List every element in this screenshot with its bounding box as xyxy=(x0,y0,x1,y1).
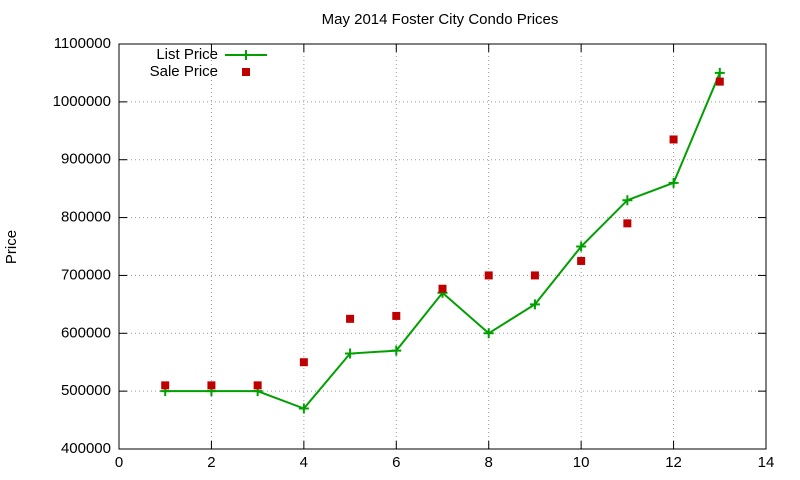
y-tick-label: 1000000 xyxy=(53,93,111,110)
x-tick-label: 6 xyxy=(392,454,400,471)
point-marker xyxy=(668,177,679,188)
y-tick-label: 400000 xyxy=(61,440,111,457)
y-tick-label: 900000 xyxy=(61,151,111,168)
y-tick-label: 600000 xyxy=(61,324,111,341)
y-tick-label: 500000 xyxy=(61,382,111,399)
x-tick-label: 2 xyxy=(207,454,215,471)
plot-frame xyxy=(118,43,767,450)
y-tick-label: 700000 xyxy=(61,266,111,283)
x-tick-label: 12 xyxy=(665,454,682,471)
point-marker xyxy=(207,381,216,390)
point-marker xyxy=(484,271,493,280)
legend-swatch xyxy=(241,50,251,60)
point-marker xyxy=(392,311,401,320)
point-marker xyxy=(529,299,540,310)
point-marker xyxy=(714,67,725,78)
point-marker xyxy=(161,381,170,390)
legend-swatch xyxy=(242,68,250,76)
x-tick-label: 0 xyxy=(115,454,123,471)
point-marker xyxy=(299,358,308,367)
point-marker xyxy=(253,381,262,390)
x-tick-label: 4 xyxy=(300,454,308,471)
y-tick-label: 1100000 xyxy=(54,35,111,52)
chart-title: May 2014 Foster City Condo Prices xyxy=(322,11,559,28)
legend-label: Sale Price xyxy=(150,63,218,80)
point-marker xyxy=(345,348,356,359)
legend-label: List Price xyxy=(156,46,218,63)
point-marker xyxy=(669,135,678,144)
x-tick-label: 8 xyxy=(485,454,493,471)
y-axis-label: Price xyxy=(3,230,20,264)
point-marker xyxy=(346,314,355,323)
point-marker xyxy=(530,271,539,280)
point-marker xyxy=(576,241,587,252)
point-marker xyxy=(298,403,309,414)
x-tick-label: 10 xyxy=(573,454,590,471)
point-marker xyxy=(577,256,586,265)
point-marker xyxy=(715,77,724,86)
point-marker xyxy=(623,219,632,228)
line xyxy=(165,72,721,410)
point-marker xyxy=(438,284,447,293)
point-marker xyxy=(622,195,633,206)
point-marker xyxy=(483,328,494,339)
y-tick-label: 800000 xyxy=(61,209,111,226)
point-marker xyxy=(391,345,402,356)
x-tick-label: 14 xyxy=(758,454,775,471)
